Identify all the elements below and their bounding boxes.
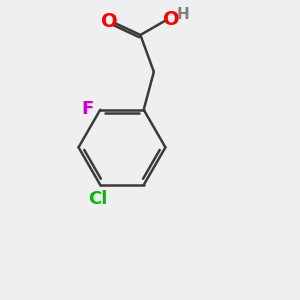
Text: O: O (100, 12, 117, 31)
Text: Cl: Cl (88, 190, 107, 208)
Text: F: F (82, 100, 94, 118)
Text: O: O (163, 10, 179, 29)
Text: H: H (177, 7, 190, 22)
